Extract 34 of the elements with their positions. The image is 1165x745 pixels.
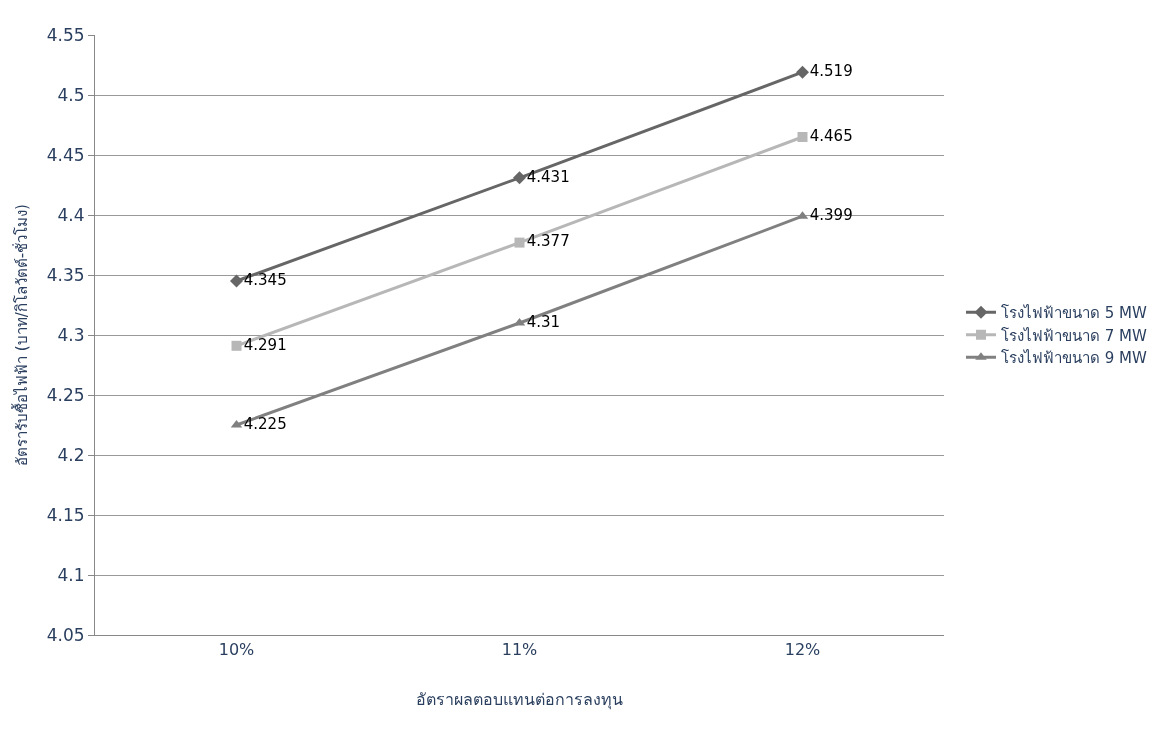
x-tick-label: 10% <box>218 640 255 660</box>
y-tick-label: 4.4 <box>57 204 85 225</box>
point <box>230 274 243 288</box>
y-tick-label: 4.45 <box>46 144 85 165</box>
legend-label: โรงไฟฟ้าขนาด 9 MW <box>1000 349 1147 368</box>
data-label: 4.377 <box>526 232 570 251</box>
point <box>514 237 525 248</box>
data-label: 4.225 <box>243 414 287 433</box>
point <box>797 132 808 142</box>
data-label: 4.291 <box>243 335 287 354</box>
data-label: 4.31 <box>526 312 561 331</box>
point <box>796 65 809 79</box>
y-tick-label: 4.25 <box>46 384 85 405</box>
legend-label: โรงไฟฟ้าขนาด 7 MW <box>1000 326 1147 345</box>
x-tick-label: 11% <box>501 640 538 660</box>
y-tick-label: 4.05 <box>46 624 85 645</box>
data-label: 4.345 <box>243 270 287 289</box>
data-label: 4.399 <box>809 205 853 224</box>
y-tick-label: 4.55 <box>46 24 85 45</box>
y-tick-label: 4.1 <box>57 564 85 585</box>
point <box>513 171 526 185</box>
y-tick-label: 4.3 <box>57 324 85 345</box>
x-tick-label: 12% <box>784 640 821 660</box>
point <box>231 340 242 351</box>
legend-label: โรงไฟฟ้าขนาด 5 MW <box>1000 304 1147 323</box>
data-label: 4.431 <box>526 167 570 186</box>
data-label: 4.465 <box>809 126 853 145</box>
x-axis-title: อัตราผลตอบแทนต่อการลงทุน <box>416 689 623 710</box>
y-tick-label: 4.2 <box>57 444 85 465</box>
y-tick-label: 4.35 <box>46 264 85 285</box>
y-tick-label: 4.5 <box>57 84 85 105</box>
data-label: 4.519 <box>809 61 853 80</box>
y-axis-title: อัตรารับซื้อไฟฟ้า (บาท/กิโลวัตต์-ชั่วโมง) <box>10 204 31 466</box>
y-tick-label: 4.15 <box>46 504 85 525</box>
